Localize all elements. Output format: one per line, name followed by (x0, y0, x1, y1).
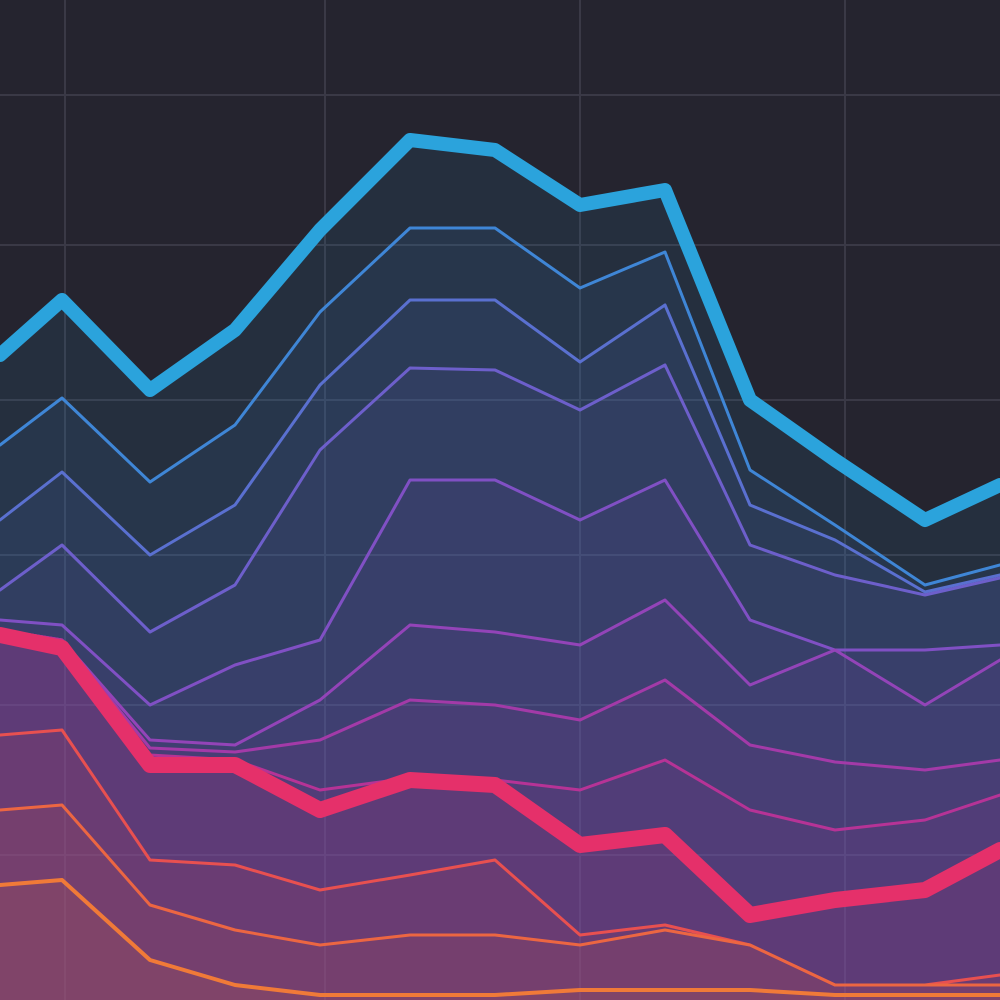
series-line (0, 598, 1000, 747)
area (0, 140, 1000, 1000)
series-line (0, 363, 1000, 634)
area (0, 300, 1000, 1000)
area (0, 365, 1000, 1000)
area (0, 600, 1000, 1000)
series-line (0, 628, 1000, 772)
series-line (0, 226, 1000, 587)
series-line (0, 627, 1000, 923)
series-line (0, 803, 1000, 987)
area (0, 880, 1000, 1000)
area (0, 635, 1000, 1000)
series-line (0, 133, 1000, 527)
series-line (0, 878, 1000, 997)
series-line (0, 298, 1000, 594)
area (0, 228, 1000, 1000)
area (0, 805, 1000, 1000)
